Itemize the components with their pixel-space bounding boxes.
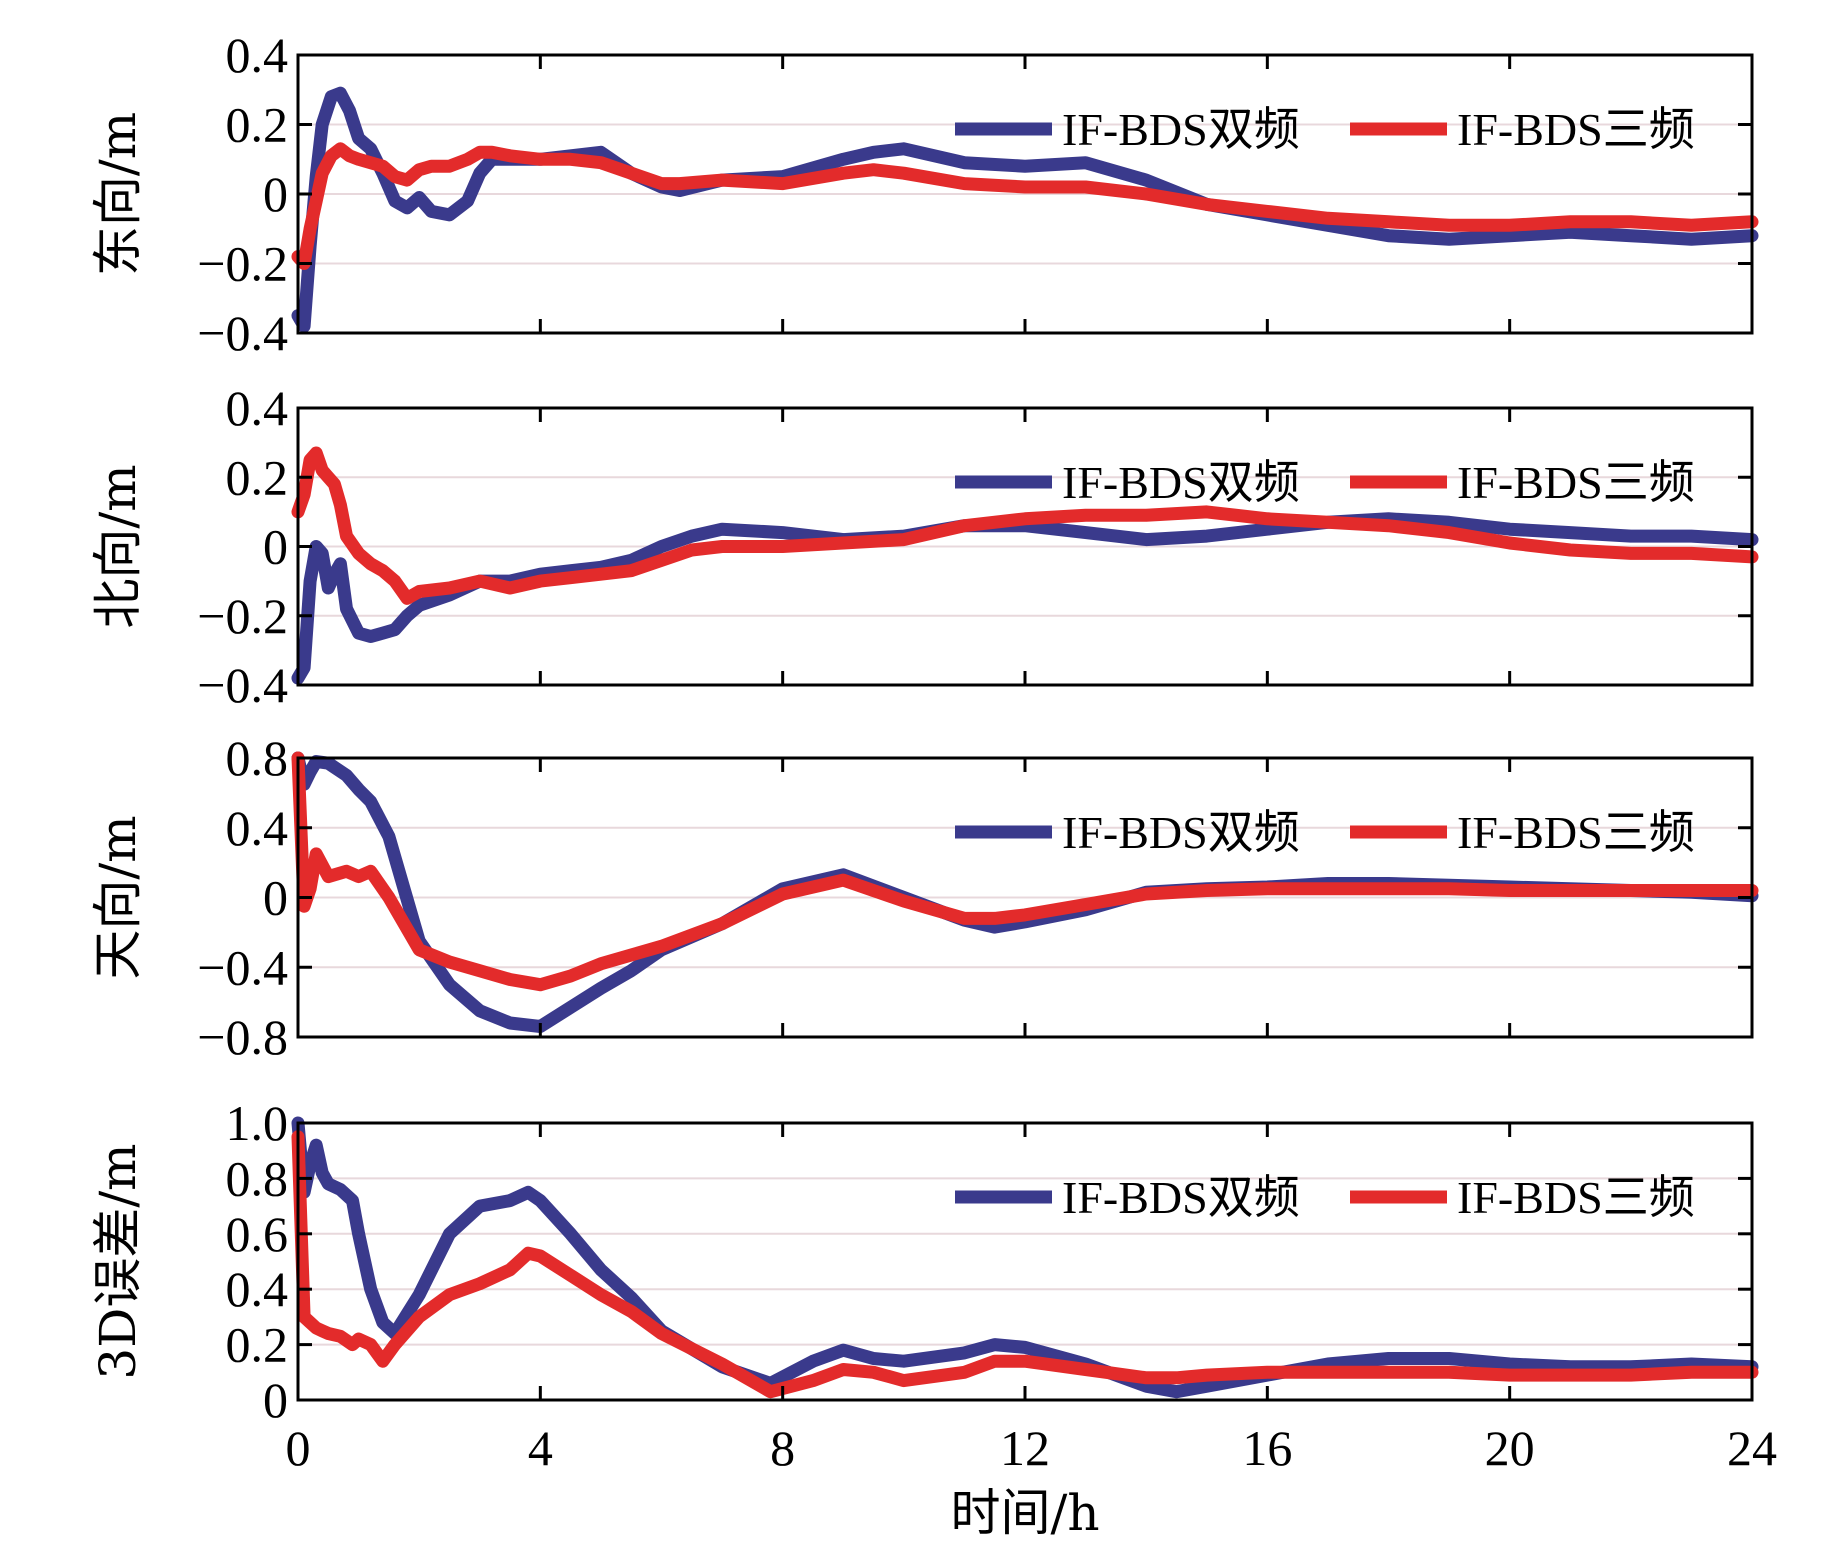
y-tick-label: 0.4 [226, 380, 289, 436]
legend: IF-BDS双频 IF-BDS三频 [955, 807, 1695, 858]
series-line-tri-freq [291, 142, 1759, 270]
y-tick-label: 0.2 [226, 449, 289, 505]
x-tick-label: 16 [1242, 1420, 1292, 1476]
y-axis-title: 3D误差/m [89, 1143, 147, 1379]
legend-label: IF-BDS三频 [1457, 104, 1695, 155]
legend-label: IF-BDS三频 [1457, 1172, 1695, 1223]
y-tick-label: 0.4 [226, 1261, 289, 1317]
legend-label: IF-BDS双频 [1062, 104, 1300, 155]
panel-3: −0.8 −0.4 0 0.4 0.8 天向/m IF-BDS双频 IF-BDS三频 [89, 730, 1759, 1065]
y-tick-label: 0 [263, 519, 288, 575]
legend-label: IF-BDS双频 [1062, 457, 1300, 508]
y-tick-label: 0.2 [226, 1317, 289, 1373]
series-line-tri-freq [291, 751, 1759, 992]
legend-label: IF-BDS双频 [1062, 807, 1300, 858]
y-tick-label: −0.2 [197, 236, 288, 292]
y-tick-label: 0.8 [226, 1150, 289, 1206]
x-tick-label: 8 [770, 1420, 795, 1476]
y-tick-label: −0.8 [197, 1009, 288, 1065]
panel-1: −0.4 −0.2 0 0.2 0.4 东向/m IF-BDS双频 IF-BDS三频 [89, 27, 1759, 361]
legend: IF-BDS双频 IF-BDS三频 [955, 104, 1695, 155]
y-tick-label: 0.2 [226, 97, 289, 153]
x-tick-label: 4 [528, 1420, 553, 1476]
y-tick-label: −0.4 [197, 305, 288, 361]
x-tick-label: 0 [286, 1420, 311, 1476]
y-tick-label: 0 [263, 1372, 288, 1428]
x-tick-label: 12 [1000, 1420, 1050, 1476]
y-tick-label: 0 [263, 870, 288, 926]
legend-label: IF-BDS三频 [1457, 457, 1695, 508]
y-axis-title: 天向/m [89, 815, 147, 979]
y-tick-label: −0.4 [197, 657, 288, 713]
y-axis-title: 东向/m [89, 112, 147, 276]
series-line-tri-freq [291, 446, 1759, 605]
panel-2: −0.4 −0.2 0 0.2 0.4 北向/m IF-BDS双频 IF-BDS三频 [89, 380, 1759, 713]
legend-label: IF-BDS三频 [1457, 807, 1695, 858]
y-tick-label: −0.4 [197, 939, 288, 995]
legend: IF-BDS双频 IF-BDS三频 [955, 1172, 1695, 1223]
legend: IF-BDS双频 IF-BDS三频 [955, 457, 1695, 508]
y-tick-label: 0.8 [226, 730, 289, 786]
x-tick-label: 24 [1727, 1420, 1777, 1476]
y-tick-label: 1.0 [226, 1095, 289, 1151]
series-line-tri-freq [291, 1130, 1759, 1399]
legend-label: IF-BDS双频 [1062, 1172, 1300, 1223]
y-tick-label: −0.2 [197, 588, 288, 644]
x-tick-label: 20 [1485, 1420, 1535, 1476]
x-axis-title: 时间/h [950, 1484, 1099, 1542]
y-tick-label: 0.6 [226, 1206, 289, 1262]
y-tick-label: 0 [263, 166, 288, 222]
y-tick-label: 0.4 [226, 27, 289, 83]
y-tick-label: 0.4 [226, 800, 289, 856]
y-axis-title: 北向/m [89, 464, 147, 628]
